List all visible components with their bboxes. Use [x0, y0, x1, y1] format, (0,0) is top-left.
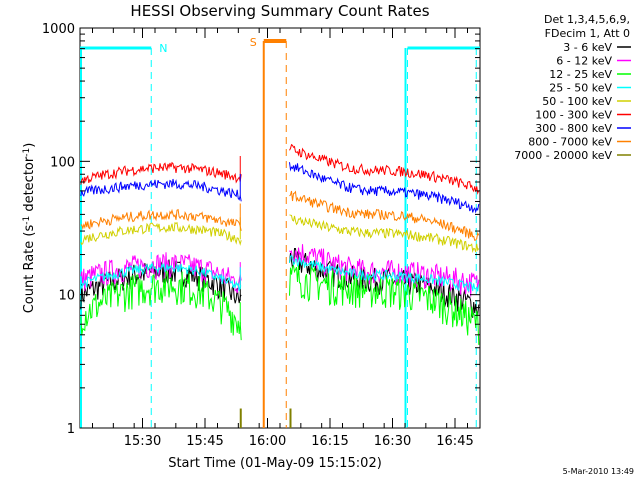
x-tick-label: 15:45: [186, 434, 223, 449]
x-axis-label: Start Time (01-May-09 15:15:02): [168, 456, 382, 471]
series-line-after-gap: [289, 254, 480, 293]
series-line-after-gap: [289, 264, 480, 345]
x-tick-label: 16:30: [374, 434, 411, 449]
legend-entry-label: 3 - 6 keV: [563, 41, 612, 54]
saa-interval-label: S: [250, 36, 257, 49]
series-lines: [80, 143, 480, 428]
series-line-after-gap: [289, 190, 480, 241]
legend-entry-label: 300 - 800 keV: [535, 122, 612, 135]
legend-header-line-1: Det 1,3,4,5,6,9,: [544, 13, 630, 26]
y-tick-label: 10: [58, 289, 75, 304]
legend-header-line-2: FDecim 1, Att 0: [545, 27, 630, 40]
x-axis-ticks: 15:30 15:45 16:00 16:15 16:30 16:45: [92, 28, 474, 449]
series-line-before-gap: [80, 221, 242, 246]
chart-title: HESSI Observing Summary Count Rates: [130, 2, 429, 20]
series-line-after-gap: [289, 214, 480, 253]
night-interval-label: N: [159, 42, 167, 55]
x-tick-label: 16:00: [249, 434, 286, 449]
y-axis-label: Count Rate (s-1 detector-1): [22, 143, 37, 314]
plot-frame: [79, 27, 481, 429]
legend-entry-label: 100 - 300 keV: [535, 109, 612, 122]
series-line-after-gap: [289, 162, 480, 214]
legend-entry-label: 25 - 50 keV: [549, 82, 612, 95]
series-line-before-gap: [80, 208, 242, 231]
y-tick-label: 1000: [42, 22, 75, 37]
series-line-before-gap: [80, 178, 242, 202]
y-tick-label: 1: [67, 422, 75, 437]
legend-entry-label: 800 - 7000 keV: [528, 136, 612, 149]
footer-date: 5-Mar-2010 13:49: [563, 467, 634, 476]
legend: Det 1,3,4,5,6,9, FDecim 1, Att 0 3 - 6 k…: [514, 13, 631, 162]
series-line-after-gap: [289, 244, 480, 297]
series-line-before-gap: [80, 261, 242, 292]
legend-entry-label: 6 - 12 keV: [556, 55, 612, 68]
series-line-after-gap: [289, 143, 480, 195]
x-tick-label: 16:45: [436, 434, 473, 449]
legend-entry-label: 50 - 100 keV: [542, 95, 612, 108]
y-axis-ticks: 1 10 100 1000: [42, 22, 480, 437]
series-line-before-gap: [80, 161, 242, 185]
legend-entry-label: 12 - 25 keV: [549, 68, 612, 81]
x-tick-label: 16:15: [311, 434, 348, 449]
y-tick-label: 100: [50, 155, 75, 170]
series-line-before-gap: [80, 269, 242, 341]
x-tick-label: 15:30: [124, 434, 161, 449]
legend-entry-label: 7000 - 20000 keV: [514, 149, 612, 162]
